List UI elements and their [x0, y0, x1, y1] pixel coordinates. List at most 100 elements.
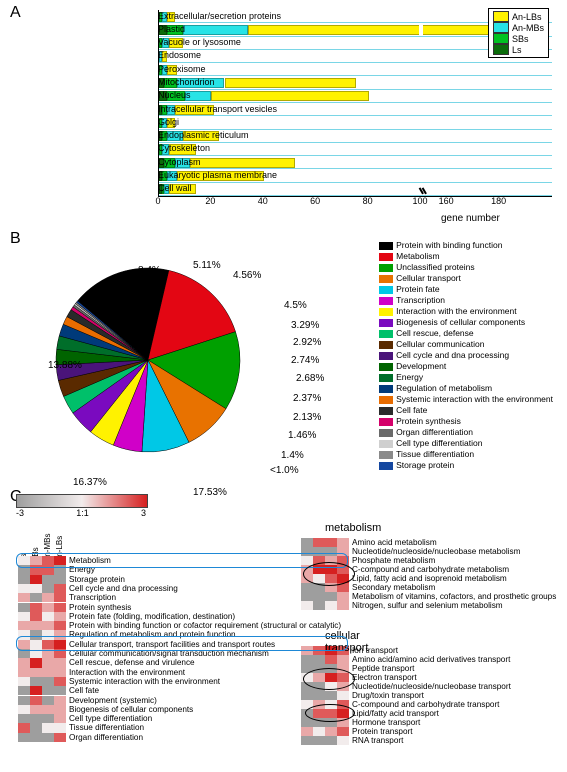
heatmap-cell: [54, 584, 66, 593]
heatmap-cell: [337, 538, 349, 547]
bar-seg: [211, 91, 368, 101]
heatmap-cell: [325, 727, 337, 736]
heatmap-cell: [313, 736, 325, 745]
heatmap-cell: [54, 575, 66, 584]
x-axis-title: gene number: [441, 213, 500, 224]
heatmap-cell: [325, 655, 337, 664]
heatmap-row-label: Lipid/fatty acid transport: [352, 710, 439, 718]
legend-item: Cell cycle and dna processing: [379, 350, 553, 361]
heatmap-row-label: Biogenesis of cellular components: [69, 706, 193, 714]
legend-item: SBs: [493, 33, 544, 44]
heatmap-cell: [42, 723, 54, 732]
heatmap-cell: [337, 727, 349, 736]
heatmap-row-label: Secondary metabolism: [352, 584, 435, 592]
category-label: Cytoplasm: [158, 157, 162, 167]
pie-callout: 3.29%: [291, 320, 319, 331]
heatmap-cell: [337, 655, 349, 664]
heatmap-row-label: Transcription: [69, 594, 116, 602]
legend-item: Protein synthesis: [379, 416, 553, 427]
heatmap-cell: [54, 733, 66, 742]
heatmap-cell: [30, 696, 42, 705]
heatmap-cell: [42, 696, 54, 705]
heatmap-cell: [54, 612, 66, 621]
pie-callout: 13.88%: [48, 360, 82, 371]
pie-callout: 8.4%: [138, 265, 161, 276]
x-axis-ticks: 020406080100160180: [158, 196, 551, 210]
category-label: Peroxisome: [158, 64, 162, 74]
heatmap-cell: [42, 603, 54, 612]
heatmap-cell: [54, 705, 66, 714]
heatmap-cell: [313, 655, 325, 664]
heatmap-cell: [42, 677, 54, 686]
pie-callout: 1.4%: [281, 450, 304, 461]
heatmap-cell: [18, 668, 30, 677]
category-label: Cell wall: [158, 183, 162, 193]
panel-b: B 8.4%5.11%4.56%8.76%4.5%3.29%2.92%2.74%…: [8, 230, 559, 490]
highlight-ellipse: [303, 668, 355, 690]
heatmap-cell: [42, 668, 54, 677]
heatmap-cell: [301, 583, 313, 592]
heatmap-cell: [30, 733, 42, 742]
heatmap-cell: [313, 538, 325, 547]
figure-root: A 020406080100160180 gene number An-LBsA…: [0, 0, 567, 762]
heatmap-cell: [337, 601, 349, 610]
heatmap-cell: [301, 592, 313, 601]
bar-seg: [248, 25, 497, 35]
heatmap-cell: [301, 727, 313, 736]
color-scale-labels: -3 1:1 3: [16, 508, 146, 518]
pie-callout: 16.37%: [73, 477, 107, 488]
category-label: Endoplasmic reticulum: [158, 130, 162, 140]
pie-callout: 4.5%: [284, 300, 307, 311]
heatmap-row-label: Interaction with the environment: [69, 669, 185, 677]
heatmap-cell: [18, 705, 30, 714]
heatmap-cell: [18, 696, 30, 705]
heatmap-row-label: Lipid, fatty acid and isoprenoid metabol…: [352, 575, 507, 583]
heatmap-cell: [18, 658, 30, 667]
heatmap-row-label: Metabolism of vitamins, cofactors, and p…: [352, 593, 556, 601]
heatmap-cell: [325, 601, 337, 610]
heatmap-cell: [337, 592, 349, 601]
legend-item: Transcription: [379, 295, 553, 306]
legend-item: Regulation of metabolism: [379, 383, 553, 394]
heatmap-cell: [18, 593, 30, 602]
heatmap-cell: [30, 686, 42, 695]
panel-a: A 020406080100160180 gene number An-LBsA…: [8, 6, 559, 226]
legend-item: Energy: [379, 372, 553, 383]
heatmap-row-label: Amino acid metabolism: [352, 539, 437, 547]
legend-item: An-MBs: [493, 22, 544, 33]
legend-item: Unclassified proteins: [379, 262, 553, 273]
legend-item: Development: [379, 361, 553, 372]
heatmap-cell: [30, 705, 42, 714]
category-label: Plastid: [158, 24, 162, 34]
color-scale: [16, 494, 148, 508]
heatmap-cell: [54, 723, 66, 732]
heatmap-cell: [30, 603, 42, 612]
heatmap-cell: [301, 538, 313, 547]
heatmap-cell: [30, 612, 42, 621]
heatmap-cell: [301, 601, 313, 610]
heatmap-row-label: Nucleotide/nucleoside/nucleobase transpo…: [352, 683, 511, 691]
highlight-ellipse: [303, 562, 355, 586]
heatmap-cell: [301, 718, 313, 727]
heatmap-row-label: Nucleotide/nucleoside/nucleobase metabol…: [352, 548, 520, 556]
heatmap-row-label: Drug/toxin transport: [352, 692, 424, 700]
heatmap-row-label: C-compound and carbohydrate metabolism: [352, 566, 509, 574]
heatmap-cell: [30, 621, 42, 630]
heatmap-cell: [42, 686, 54, 695]
heatmap-cell: [54, 714, 66, 723]
heatmap-cell: [54, 696, 66, 705]
heatmap-cell: [18, 714, 30, 723]
heatmap-cell: [54, 686, 66, 695]
x-tick: 180: [491, 196, 506, 206]
category-label: Eukaryotic plasma membrane: [158, 170, 162, 180]
category-label: Extracellular/secretion proteins: [158, 11, 162, 21]
category-label: Nucleus: [158, 90, 162, 100]
heatmap-cell: [337, 691, 349, 700]
heatmap-cell: [30, 575, 42, 584]
heatmap-cell: [18, 677, 30, 686]
x-tick: 100: [412, 196, 427, 206]
panel-b-letter: B: [10, 230, 21, 248]
panel-c: C -3 1:1 3 LsSBsAn-MBsAn-LBsMetabolismEn…: [8, 490, 559, 752]
heatmap-subtitle: metabolism: [325, 522, 381, 534]
heatmap-cell: [18, 575, 30, 584]
